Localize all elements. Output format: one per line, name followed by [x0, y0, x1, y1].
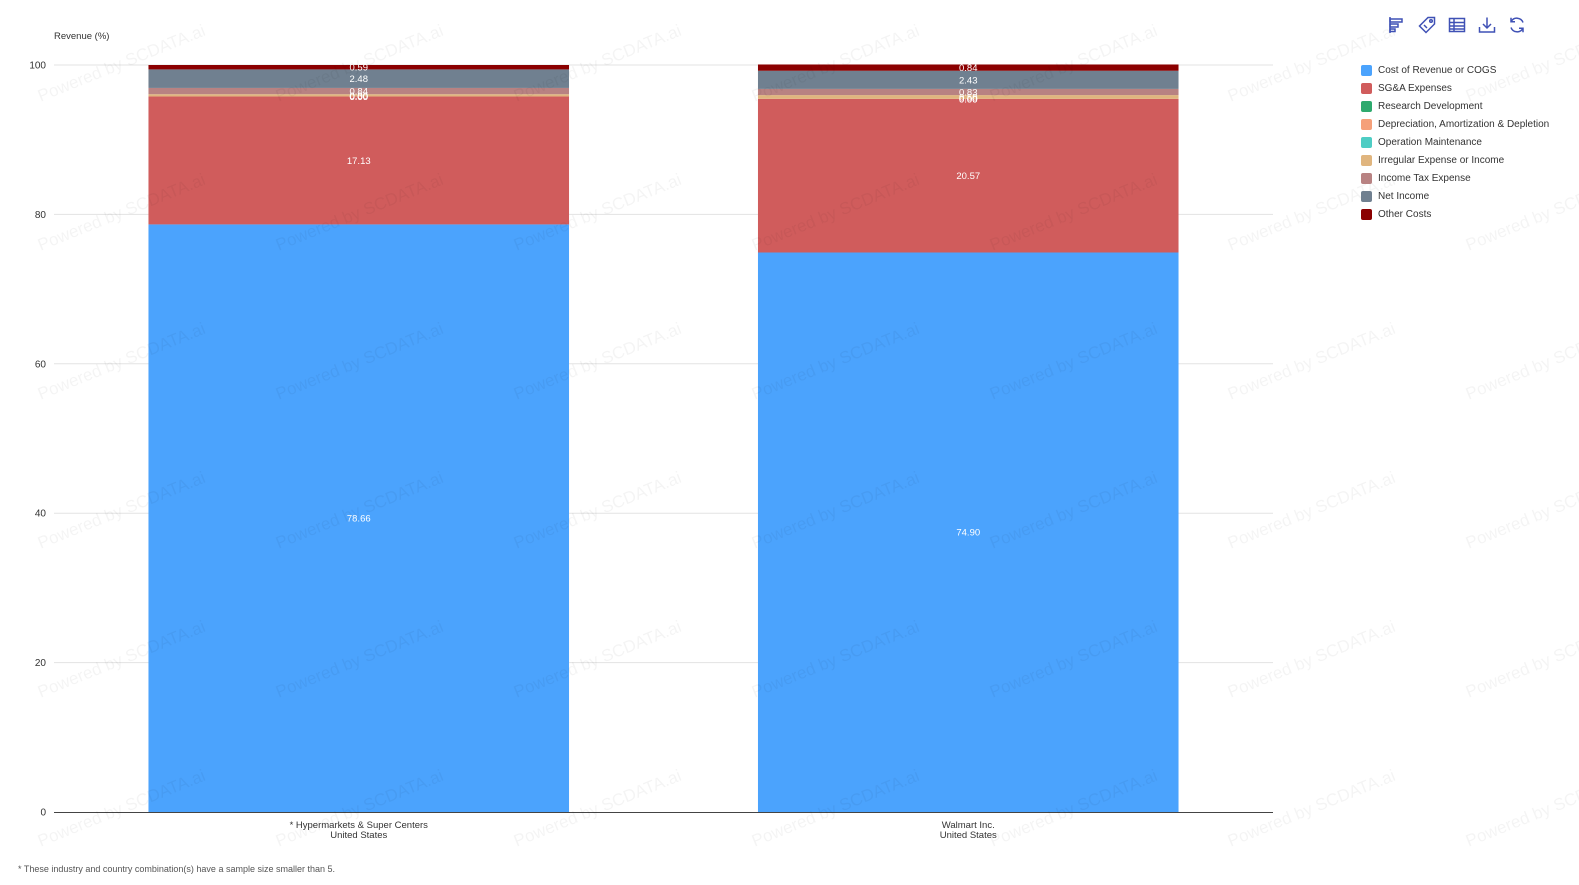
table-icon	[1448, 17, 1466, 33]
y-tick-label: 0	[40, 808, 46, 819]
bar-chart-icon	[1389, 17, 1403, 33]
y-tick-label: 100	[29, 61, 46, 72]
refresh-icon	[1510, 17, 1524, 33]
label-toggle-button[interactable]	[1416, 14, 1438, 36]
axes: 0 20 40 60 80 100 * Hypermarkets & Super Cente…	[29, 61, 1273, 841]
legend-item[interactable]: Irregular Expense or Income	[1361, 151, 1549, 169]
tag-icon	[1418, 16, 1436, 34]
bar-value-label: 0.84	[350, 87, 369, 98]
bar-value-label: 2.48	[350, 74, 369, 85]
bar-segment[interactable]	[757, 252, 1179, 812]
bar-value-label: 17.13	[347, 156, 371, 167]
download-icon	[1478, 17, 1496, 33]
data-labels: 78.6617.130.000.000.000.300.842.480.5974…	[347, 63, 980, 539]
download-button[interactable]	[1476, 14, 1498, 36]
x-tick-label: United States	[940, 830, 997, 841]
bar-value-label: 0.00	[350, 92, 369, 103]
legend-label: Net Income	[1378, 190, 1430, 202]
bar-segment[interactable]	[148, 224, 570, 813]
bar-value-label: 2.43	[959, 75, 978, 86]
bars	[148, 64, 1179, 813]
legend-item[interactable]: SG&A Expenses	[1361, 80, 1549, 98]
x-tick-label: United States	[330, 830, 387, 841]
legend-swatch	[1361, 208, 1372, 220]
legend-label: Research Development	[1378, 101, 1483, 113]
bar-segment[interactable]	[148, 87, 570, 95]
bar-segment[interactable]	[148, 69, 570, 88]
y-tick-label: 40	[35, 509, 47, 520]
y-tick-label: 60	[35, 359, 47, 370]
chart-toolbar	[1386, 14, 1528, 36]
legend-swatch	[1361, 119, 1372, 131]
bar-value-label: 0.30	[350, 91, 369, 102]
bar-value-label: 74.90	[956, 528, 980, 539]
bar-value-label: 0.00	[350, 92, 369, 103]
x-tick-label: Walmart Inc.	[942, 820, 995, 831]
x-tick-label: * Hypermarkets & Super Centers	[290, 820, 429, 831]
legend-swatch	[1361, 65, 1372, 77]
legend-label: Operation Maintenance	[1378, 137, 1482, 148]
footnote: * These industry and country combination…	[18, 864, 335, 874]
legend-swatch	[1361, 154, 1372, 166]
legend-swatch	[1361, 172, 1372, 184]
y-tick-label: 20	[35, 658, 47, 669]
bar-segment[interactable]	[757, 70, 1179, 89]
legend-label: Other Costs	[1378, 208, 1432, 220]
legend-item[interactable]: Cost of Revenue or COGS	[1361, 62, 1549, 80]
legend-item[interactable]: Operation Maintenance	[1361, 134, 1549, 152]
chart-legend: Cost of Revenue or COGS SG&A Expenses Rese…	[1361, 62, 1549, 223]
data-table-button[interactable]	[1446, 14, 1468, 36]
legend-label: Cost of Revenue or COGS	[1378, 65, 1497, 77]
y-axis-title: Revenue (%)	[54, 31, 109, 42]
bar-segment[interactable]	[757, 64, 1179, 71]
bar-value-label: 78.66	[347, 514, 371, 525]
refresh-button[interactable]	[1506, 14, 1528, 36]
bar-segment[interactable]	[148, 94, 570, 97]
bar-segment[interactable]	[757, 98, 1179, 253]
legend-item[interactable]: Depreciation, Amortization & Depletion	[1361, 116, 1549, 134]
legend-label: Depreciation, Amortization & Depletion	[1378, 119, 1550, 131]
bar-value-label: 0.00	[959, 94, 978, 105]
legend-item[interactable]: Income Tax Expense	[1361, 169, 1549, 187]
legend-item[interactable]: Net Income	[1361, 187, 1549, 205]
bar-value-label: 0.83	[959, 88, 978, 99]
bar-value-label: 20.57	[956, 171, 980, 182]
bar-value-label: 0.00	[959, 94, 978, 105]
legend-swatch	[1361, 101, 1372, 113]
legend-swatch	[1361, 190, 1372, 202]
legend-swatch	[1361, 83, 1372, 95]
bar-segment[interactable]	[148, 65, 570, 70]
bar-value-label: 0.59	[350, 63, 369, 74]
bar-value-label: 0.84	[959, 63, 978, 74]
bar-value-label: 0.50	[959, 92, 978, 103]
bar-segment[interactable]	[148, 96, 570, 225]
bar-segment[interactable]	[757, 95, 1179, 99]
bar-segment[interactable]	[757, 88, 1179, 96]
legend-label: SG&A Expenses	[1378, 83, 1452, 95]
bar-value-label: 0.00	[350, 92, 369, 103]
legend-swatch	[1361, 137, 1372, 148]
legend-item[interactable]: Research Development	[1361, 98, 1549, 116]
y-tick-label: 80	[35, 210, 47, 221]
legend-label: Income Tax Expense	[1378, 172, 1471, 184]
legend-label: Irregular Expense or Income	[1378, 154, 1505, 166]
legend-item[interactable]: Other Costs	[1361, 205, 1549, 223]
bar-value-label: 0.00	[959, 94, 978, 105]
bar-chart-toggle-button[interactable]	[1386, 14, 1408, 36]
